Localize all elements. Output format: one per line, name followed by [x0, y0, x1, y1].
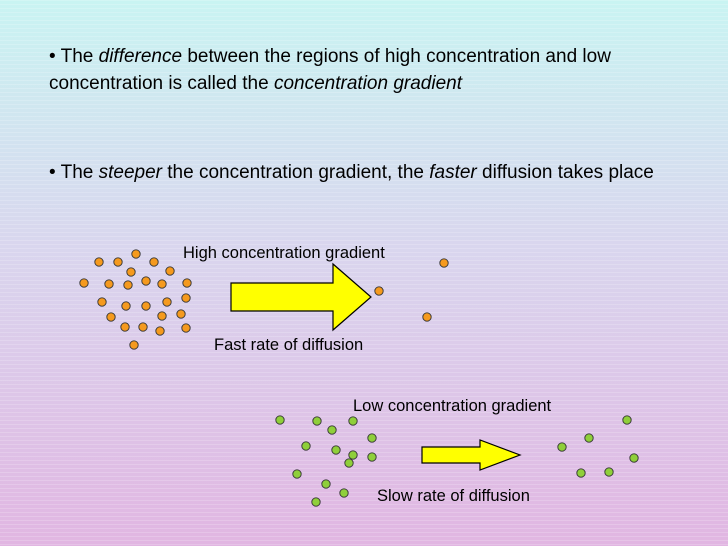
low-particle: [584, 433, 594, 443]
high-particle: [113, 257, 123, 267]
low-particle: [327, 425, 337, 435]
low-particle: [311, 497, 321, 507]
high-particle: [439, 258, 449, 268]
low-particle: [367, 433, 377, 443]
high-particle: [157, 279, 167, 289]
high-particle: [374, 286, 384, 296]
low-particle: [301, 441, 311, 451]
low-particle: [557, 442, 567, 452]
bullet-concentration-gradient: • The difference between the regions of …: [49, 46, 611, 94]
high-particle: [106, 312, 116, 322]
low-particle: [321, 479, 331, 489]
high-particle: [97, 297, 107, 307]
low-concentration-particles: [275, 415, 639, 507]
bullet-marker: •: [49, 162, 56, 183]
high-particle: [162, 297, 172, 307]
high-concentration-particles: [79, 249, 449, 350]
high-particle: [129, 340, 139, 350]
low-particle: [348, 416, 358, 426]
high-particle: [121, 301, 131, 311]
slow-rate-label: Slow rate of diffusion: [377, 487, 530, 505]
low-gradient-label: Low concentration gradient: [353, 397, 552, 415]
bullet-steeper-faster: • The steeper the concentration gradient…: [49, 162, 654, 183]
emphasis-faster: faster: [429, 162, 477, 183]
low-particle: [576, 468, 586, 478]
low-particle: [275, 415, 285, 425]
high-particle: [141, 276, 151, 286]
low-particle: [604, 467, 614, 477]
low-particle: [292, 469, 302, 479]
low-particle: [312, 416, 322, 426]
high-particle: [79, 278, 89, 288]
emphasis-concentration-gradient: concentration gradient: [273, 73, 462, 94]
low-particle: [348, 450, 358, 460]
high-particle: [181, 323, 191, 333]
high-particle: [165, 266, 175, 276]
high-gradient-label: High concentration gradient: [183, 244, 385, 262]
slow-diffusion-arrow: [421, 439, 522, 471]
high-particle: [141, 301, 151, 311]
high-particle: [104, 279, 114, 289]
high-particle: [176, 309, 186, 319]
high-particle: [94, 257, 104, 267]
low-particle: [622, 415, 632, 425]
high-particle: [157, 311, 167, 321]
low-particle: [367, 452, 377, 462]
low-particle: [629, 453, 639, 463]
high-particle: [120, 322, 130, 332]
high-particle: [131, 249, 141, 259]
high-particle: [138, 322, 148, 332]
high-particle: [422, 312, 432, 322]
low-particle: [344, 458, 354, 468]
fast-diffusion-arrow: [230, 262, 372, 332]
fast-rate-label: Fast rate of diffusion: [214, 336, 364, 354]
emphasis-steeper: steeper: [98, 162, 162, 183]
emphasis-difference: difference: [98, 46, 183, 67]
high-particle: [126, 267, 136, 277]
bullet-marker: •: [49, 46, 56, 67]
low-particle: [331, 445, 341, 455]
high-particle: [182, 278, 192, 288]
high-particle: [123, 280, 133, 290]
high-particle: [181, 293, 191, 303]
high-particle: [155, 326, 165, 336]
low-particle: [339, 488, 349, 498]
high-particle: [149, 257, 159, 267]
